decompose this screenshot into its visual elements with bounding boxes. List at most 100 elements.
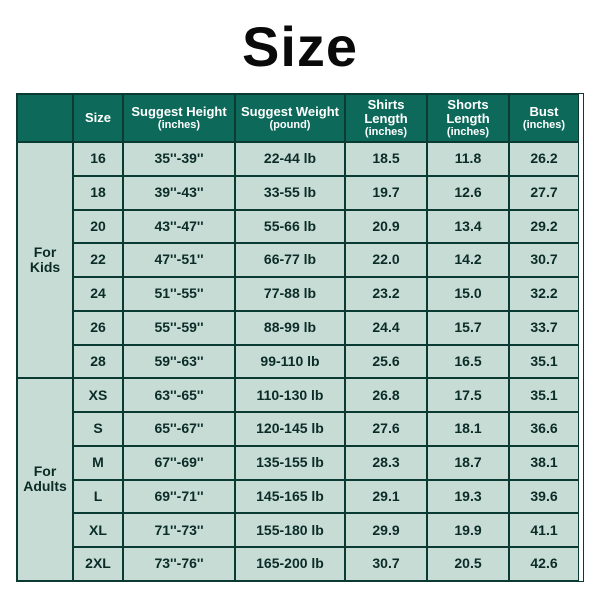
cell-shorts: 18.1 (427, 412, 509, 446)
table-row: 2451''-55''77-88 lb23.215.032.2 (73, 277, 583, 311)
table-row: S65''-67''120-145 lb27.618.136.6 (73, 412, 583, 446)
table-row: XL71''-73''155-180 lb29.919.941.1 (73, 513, 583, 547)
cell-weight: 66-77 lb (235, 243, 345, 277)
col-header-bust-main: Bust (530, 105, 559, 119)
cell-weight: 77-88 lb (235, 277, 345, 311)
cell-shirt: 22.0 (345, 243, 427, 277)
cell-shirt: 27.6 (345, 412, 427, 446)
cell-shorts: 13.4 (427, 210, 509, 244)
cell-bust: 35.1 (509, 345, 579, 379)
cell-shirt: 26.8 (345, 378, 427, 412)
cell-shirt: 25.6 (345, 345, 427, 379)
table-row: XS63''-65''110-130 lb26.817.535.1 (73, 378, 583, 412)
col-header-weight: Suggest Weight (pound) (235, 94, 345, 142)
cell-bust: 30.7 (509, 243, 579, 277)
table-row: M67''-69''135-155 lb28.318.738.1 (73, 446, 583, 480)
cell-shorts: 16.5 (427, 345, 509, 379)
group-label: For Adults (17, 378, 73, 581)
cell-shorts: 15.0 (427, 277, 509, 311)
col-header-group (17, 94, 73, 142)
cell-height: 43''-47'' (123, 210, 235, 244)
cell-weight: 99-110 lb (235, 345, 345, 379)
cell-bust: 26.2 (509, 142, 579, 176)
table-body: 1635''-39''22-44 lb18.511.826.21839''-43… (73, 142, 583, 581)
cell-size: 22 (73, 243, 123, 277)
col-header-height-sub: (inches) (158, 119, 200, 131)
cell-shorts: 15.7 (427, 311, 509, 345)
cell-shorts: 11.8 (427, 142, 509, 176)
table-row: 2XL73''-76''165-200 lb30.720.542.6 (73, 547, 583, 581)
cell-size: 16 (73, 142, 123, 176)
cell-shirt: 19.7 (345, 176, 427, 210)
cell-size: M (73, 446, 123, 480)
col-header-size-label: Size (85, 111, 111, 125)
table-row: 2859''-63''99-110 lb25.616.535.1 (73, 345, 583, 379)
cell-shirt: 30.7 (345, 547, 427, 581)
size-table: Size Suggest Height (inches) Suggest Wei… (16, 93, 584, 582)
cell-weight: 22-44 lb (235, 142, 345, 176)
group-label-column: For KidsFor Adults (17, 142, 73, 581)
cell-height: 59''-63'' (123, 345, 235, 379)
col-header-size: Size (73, 94, 123, 142)
col-header-shirt: Shirts Length (inches) (345, 94, 427, 142)
cell-weight: 165-200 lb (235, 547, 345, 581)
size-chart-page: Size Size Suggest Height (inches) Sugges… (0, 0, 600, 600)
table-row: 2655''-59''88-99 lb24.415.733.7 (73, 311, 583, 345)
cell-size: 2XL (73, 547, 123, 581)
cell-shorts: 14.2 (427, 243, 509, 277)
cell-bust: 33.7 (509, 311, 579, 345)
cell-bust: 35.1 (509, 378, 579, 412)
page-title: Size (16, 14, 584, 79)
cell-shorts: 19.9 (427, 513, 509, 547)
table-row: 1839''-43''33-55 lb19.712.627.7 (73, 176, 583, 210)
table-row: L69''-71''145-165 lb29.119.339.6 (73, 480, 583, 514)
cell-shorts: 19.3 (427, 480, 509, 514)
cell-bust: 41.1 (509, 513, 579, 547)
cell-bust: 38.1 (509, 446, 579, 480)
cell-height: 39''-43'' (123, 176, 235, 210)
table-row: 1635''-39''22-44 lb18.511.826.2 (73, 142, 583, 176)
cell-bust: 29.2 (509, 210, 579, 244)
cell-shirt: 29.9 (345, 513, 427, 547)
cell-weight: 33-55 lb (235, 176, 345, 210)
cell-height: 47''-51'' (123, 243, 235, 277)
col-header-shirt-sub: (inches) (365, 126, 407, 138)
col-header-bust: Bust (inches) (509, 94, 579, 142)
cell-bust: 36.6 (509, 412, 579, 446)
cell-height: 51''-55'' (123, 277, 235, 311)
col-header-shirt-main: Shirts Length (349, 98, 423, 127)
cell-shirt: 23.2 (345, 277, 427, 311)
group-label: For Kids (17, 142, 73, 378)
cell-weight: 55-66 lb (235, 210, 345, 244)
cell-weight: 135-155 lb (235, 446, 345, 480)
col-header-shorts-main: Shorts Length (431, 98, 505, 127)
cell-weight: 145-165 lb (235, 480, 345, 514)
cell-shorts: 12.6 (427, 176, 509, 210)
col-header-shorts: Shorts Length (inches) (427, 94, 509, 142)
col-header-height: Suggest Height (inches) (123, 94, 235, 142)
cell-size: 26 (73, 311, 123, 345)
cell-height: 65''-67'' (123, 412, 235, 446)
cell-size: 20 (73, 210, 123, 244)
table-row: 2247''-51''66-77 lb22.014.230.7 (73, 243, 583, 277)
col-header-bust-sub: (inches) (523, 119, 565, 131)
cell-shorts: 20.5 (427, 547, 509, 581)
col-header-height-main: Suggest Height (131, 105, 226, 119)
cell-height: 73''-76'' (123, 547, 235, 581)
cell-size: 18 (73, 176, 123, 210)
cell-weight: 120-145 lb (235, 412, 345, 446)
cell-size: 28 (73, 345, 123, 379)
cell-bust: 32.2 (509, 277, 579, 311)
cell-height: 69''-71'' (123, 480, 235, 514)
cell-shirt: 29.1 (345, 480, 427, 514)
cell-bust: 42.6 (509, 547, 579, 581)
cell-size: XL (73, 513, 123, 547)
cell-weight: 155-180 lb (235, 513, 345, 547)
col-header-weight-main: Suggest Weight (241, 105, 339, 119)
cell-shirt: 18.5 (345, 142, 427, 176)
cell-size: S (73, 412, 123, 446)
col-header-shorts-sub: (inches) (447, 126, 489, 138)
cell-bust: 39.6 (509, 480, 579, 514)
cell-height: 55''-59'' (123, 311, 235, 345)
cell-size: L (73, 480, 123, 514)
